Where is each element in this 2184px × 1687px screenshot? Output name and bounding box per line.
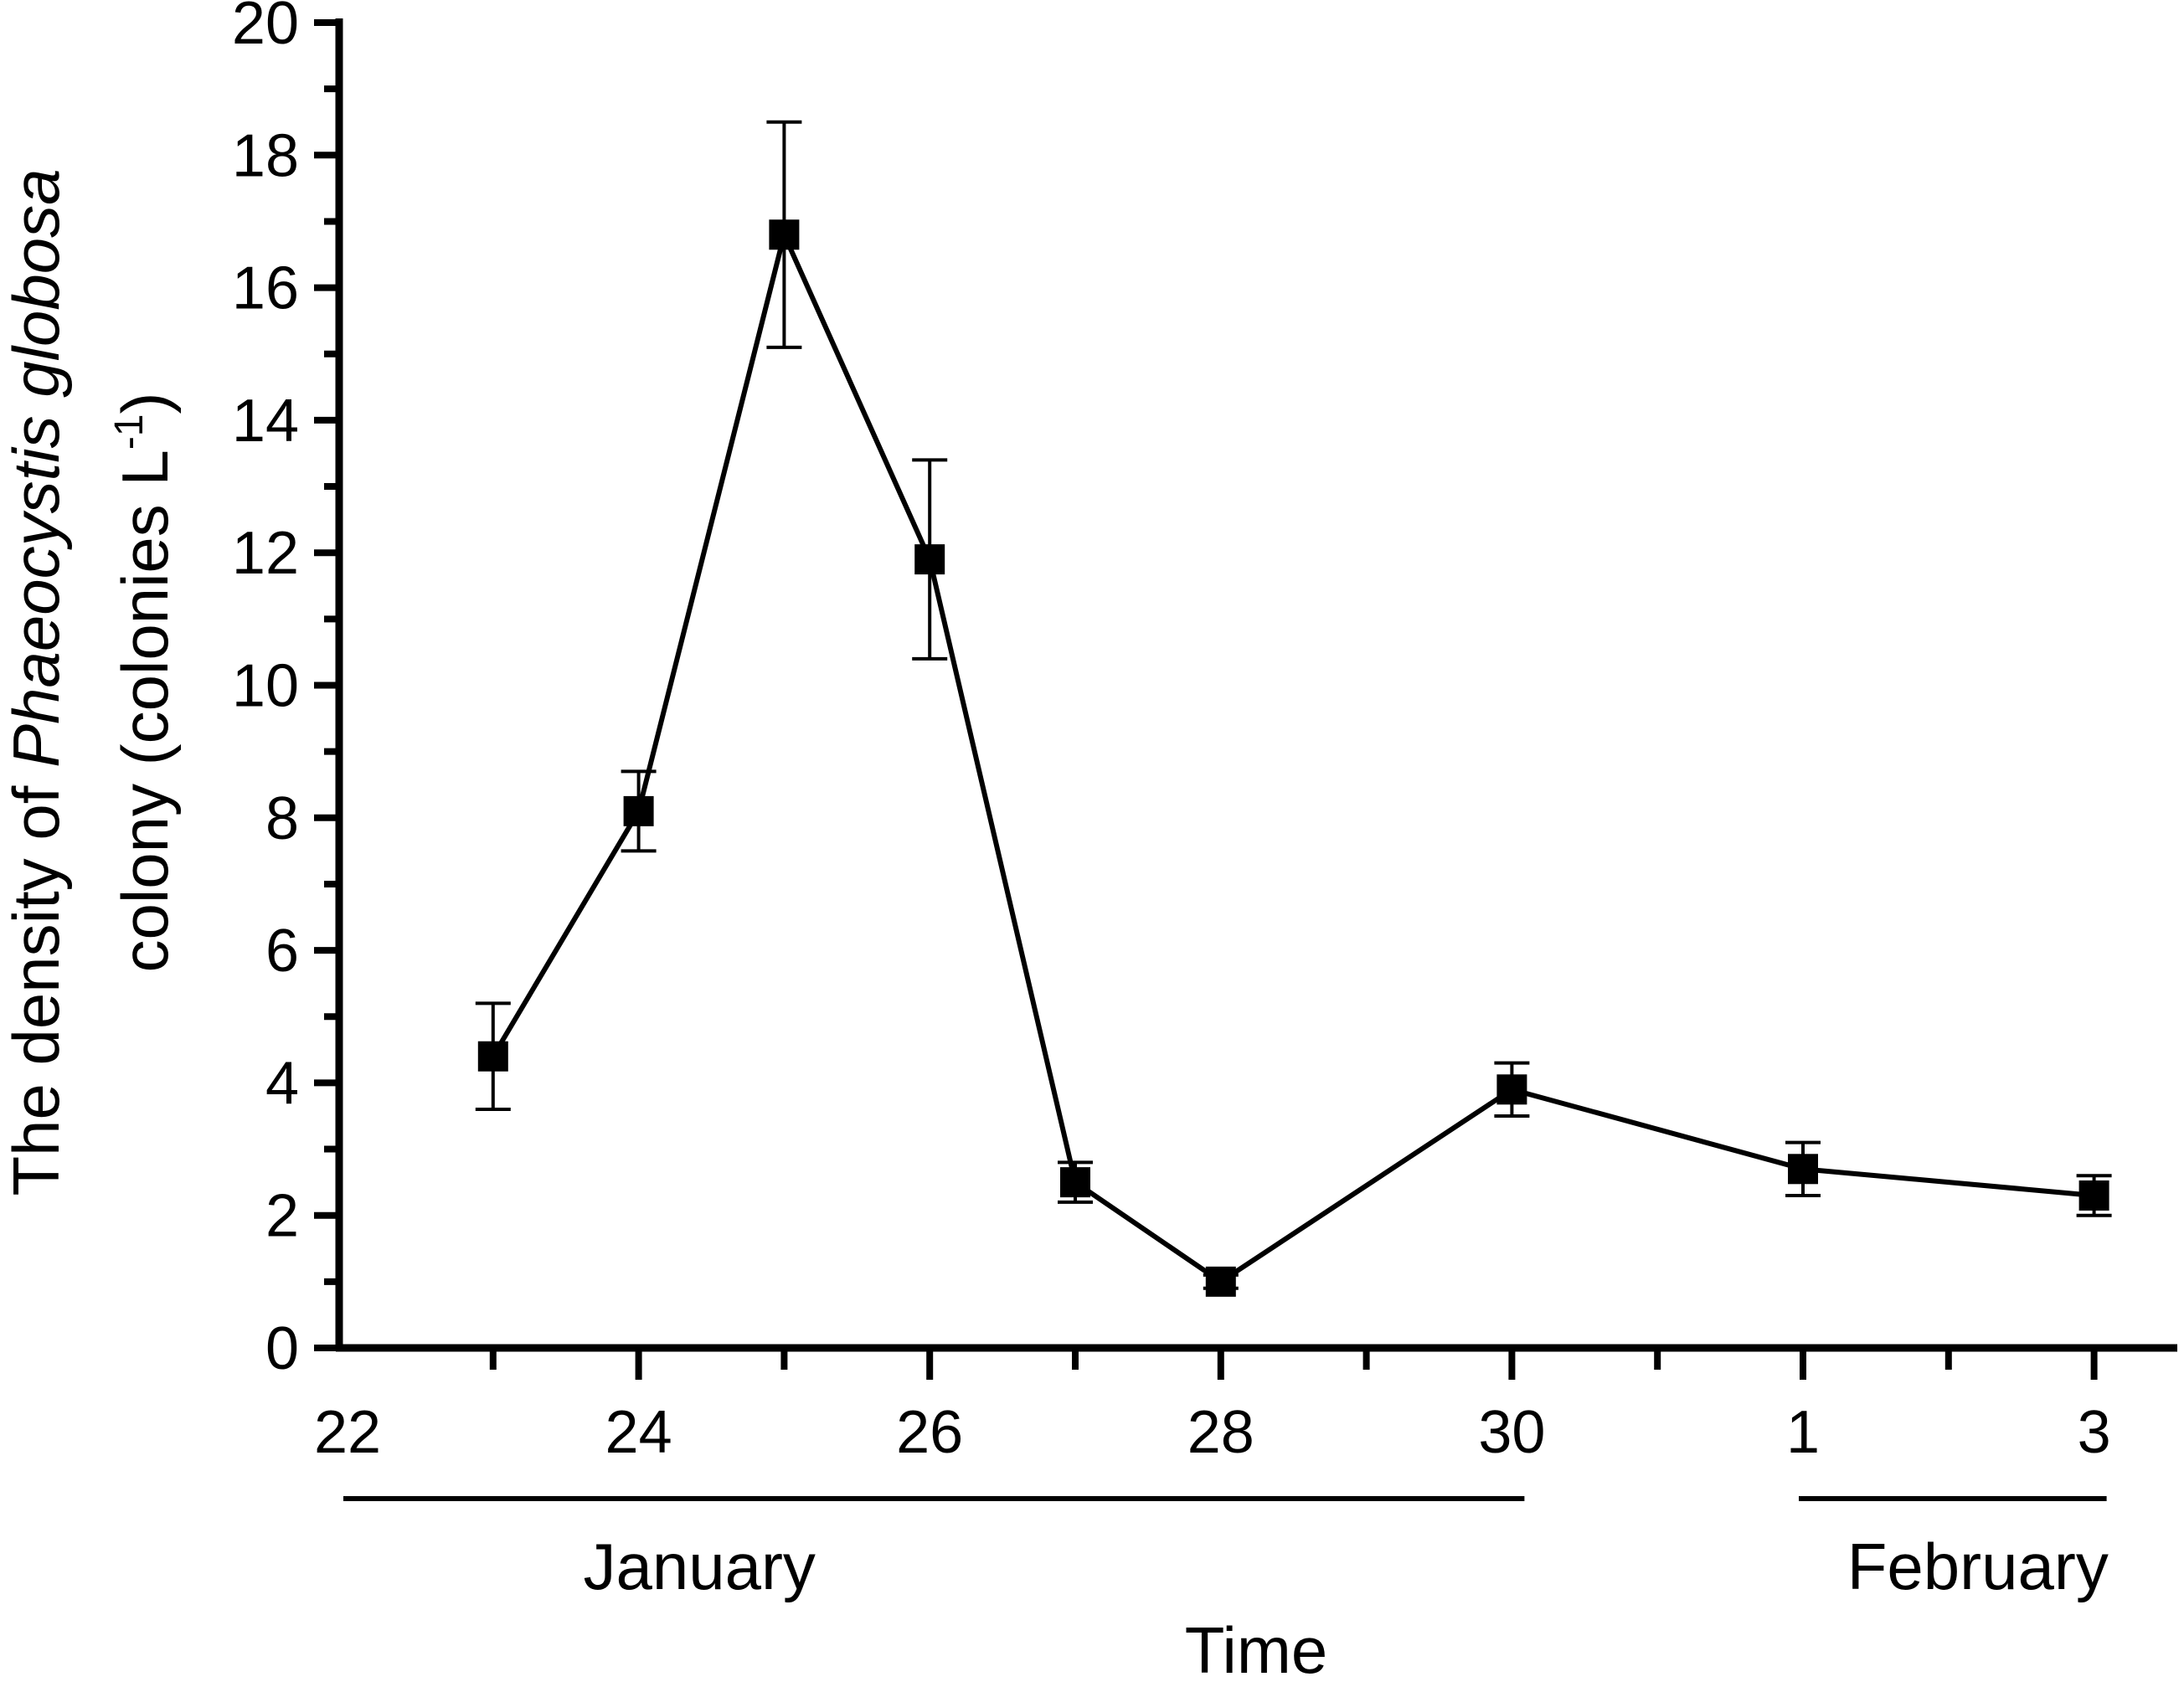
data-point [1496,1074,1527,1105]
y-tick-label: 2 [265,1183,299,1250]
data-series [475,120,2112,1297]
y-tick-label: 0 [265,1315,299,1382]
x-tick-label: 30 [1478,1399,1545,1466]
month-label: January [583,1530,816,1603]
y-tick-label: 4 [265,1050,299,1117]
axes [314,18,2177,1501]
x-tick-label: 26 [896,1399,963,1466]
y-tick-label: 6 [265,918,299,985]
y-tick-label: 20 [232,0,299,57]
x-tick-label: 3 [2078,1399,2111,1466]
x-tick-label: 24 [605,1399,672,1466]
series-line [491,227,2094,1285]
y-tick-label: 14 [232,388,299,455]
x-tick-label: 1 [1786,1399,1820,1466]
y-tick-label: 12 [232,520,299,587]
data-point [623,795,654,826]
x-axis-title: Time [1185,1613,1327,1683]
data-point [1205,1266,1236,1297]
data-point [914,544,945,575]
x-tick-label: 22 [314,1399,381,1466]
data-point [1060,1167,1090,1198]
month-label: February [1847,1530,2109,1603]
y-axis-title-line2: colony (colonies L-1) [107,392,182,972]
y-axis-title-line1: The density of Phaeocystis globosa [0,168,73,1196]
y-tick-label: 10 [232,653,299,720]
y-tick-label: 8 [265,785,299,852]
data-point [2078,1180,2109,1211]
y-tick-label: 18 [232,122,299,189]
data-point [769,219,800,250]
y-tick-label: 16 [232,255,299,322]
data-point [477,1041,508,1072]
x-tick-label: 28 [1187,1399,1254,1466]
data-point [1788,1154,1818,1185]
